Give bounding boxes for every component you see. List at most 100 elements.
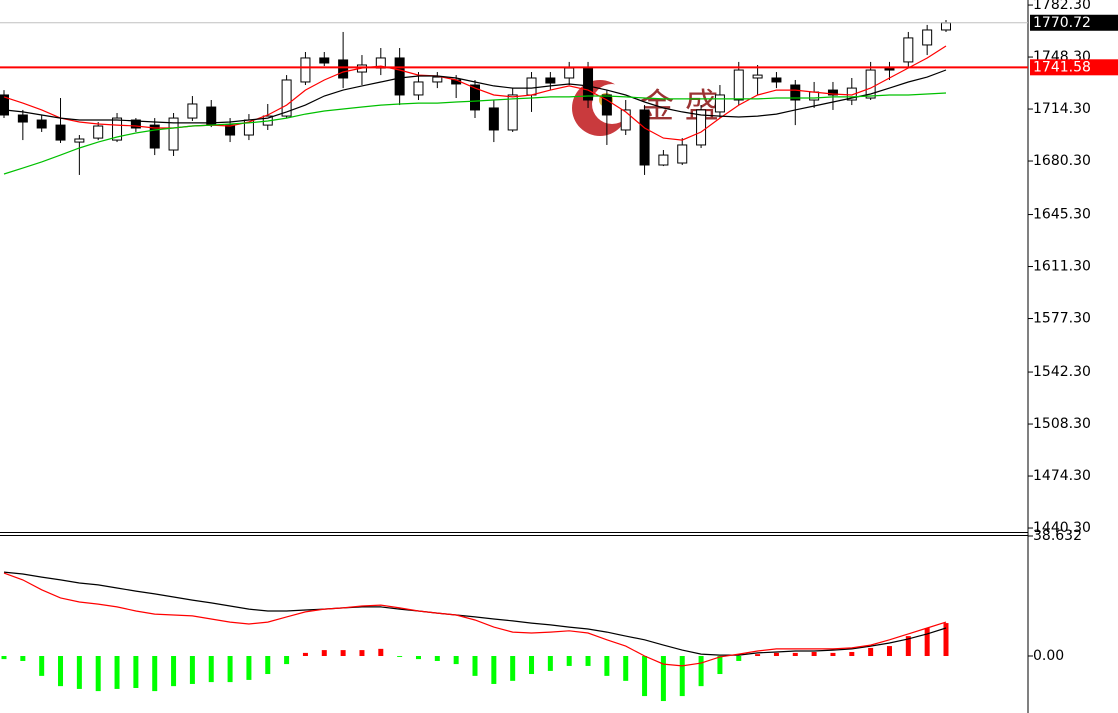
candle-body: [432, 76, 443, 83]
candle-body: [639, 109, 650, 166]
histogram-bar: [152, 656, 158, 692]
histogram-bar: [20, 656, 26, 661]
candle-body: [319, 57, 330, 64]
candle-body: [225, 124, 236, 136]
histogram-bar: [868, 647, 874, 657]
candle-body: [130, 119, 141, 129]
candle-body: [733, 69, 744, 101]
histogram-bar: [397, 656, 403, 657]
candle-body: [300, 57, 311, 83]
histogram-bar: [529, 656, 535, 675]
candle-body: [74, 138, 85, 143]
level-box: [1030, 59, 1118, 76]
histogram-bar: [189, 656, 195, 684]
histogram-bar: [679, 656, 685, 697]
histogram-bar: [321, 650, 327, 657]
histogram-bar: [378, 648, 384, 657]
candle-body: [846, 87, 857, 101]
candle-body: [903, 37, 914, 63]
last-price-box: [1030, 14, 1118, 31]
histogram-bar: [792, 652, 798, 657]
histogram-bar: [1, 656, 7, 660]
histogram-bar: [736, 656, 742, 661]
histogram-bar: [698, 656, 704, 687]
histogram-bar: [849, 651, 855, 657]
candle-body: [168, 117, 179, 151]
candle-body: [545, 77, 556, 84]
candle-body: [17, 114, 28, 123]
indicator-line: [3, 92, 947, 175]
candle-body: [281, 79, 292, 117]
candle-body: [93, 125, 104, 139]
candle-body: [413, 81, 424, 96]
histogram-bar: [566, 656, 572, 666]
y-tick-label: 1611.30: [1033, 259, 1091, 275]
histogram-bar: [133, 656, 139, 688]
histogram-bar: [415, 656, 421, 660]
histogram-bar: [284, 656, 290, 665]
candle-body: [112, 117, 123, 141]
histogram-bar: [208, 656, 214, 683]
histogram-bar: [924, 628, 930, 657]
candle-body: [752, 74, 763, 79]
histogram-bar: [943, 623, 949, 657]
candle-body: [714, 94, 725, 113]
candle-body: [526, 77, 537, 96]
y-tick-label: 1440.30: [1033, 520, 1091, 536]
histogram-bar: [886, 646, 892, 657]
y-tick-label: 0.00: [1033, 648, 1064, 664]
candle-body: [809, 91, 820, 101]
candle-body: [771, 77, 782, 83]
y-tick-label: 1782.30: [1033, 0, 1091, 13]
histogram-bar: [114, 656, 120, 689]
candle-body: [470, 84, 480, 111]
histogram-bar: [660, 656, 666, 702]
histogram-bar: [472, 656, 478, 676]
candle-body: [187, 103, 198, 119]
y-tick-label: 38.632: [1033, 528, 1082, 544]
candle-body: [658, 154, 669, 166]
y-tick-label: 1542.30: [1033, 364, 1091, 380]
histogram-bar: [95, 656, 101, 692]
y-tick-label: 1645.30: [1033, 207, 1091, 223]
watermark-text: 金 盛: [640, 87, 719, 127]
histogram-bar: [453, 656, 459, 665]
candle-body: [922, 29, 933, 46]
last-price-label: 1770.72: [1033, 15, 1091, 31]
candle-body: [865, 69, 876, 99]
candle-body: [601, 94, 612, 116]
candle-body: [696, 109, 707, 146]
histogram-bar: [623, 656, 629, 681]
histogram-bar: [58, 656, 64, 687]
histogram-bar: [359, 650, 365, 657]
y-tick-label: 1714.30: [1033, 101, 1091, 117]
candle-body: [488, 107, 499, 131]
histogram-bar: [227, 656, 233, 683]
histogram-bar: [773, 652, 779, 657]
histogram-bar: [491, 656, 497, 684]
y-tick-label: 1508.30: [1033, 416, 1091, 432]
histogram-bar: [811, 651, 817, 657]
y-tick-label: 1577.30: [1033, 311, 1091, 327]
level-label: 1741.58: [1033, 59, 1091, 75]
candle-body: [394, 57, 405, 96]
candle-body: [36, 119, 47, 129]
candle-body: [583, 67, 594, 101]
candle-body: [507, 94, 518, 131]
candle-body: [149, 124, 160, 149]
histogram-bar: [547, 656, 553, 671]
histogram-bar: [265, 656, 271, 675]
histogram-bar: [642, 656, 648, 697]
histogram-bar: [717, 656, 723, 675]
histogram-bar: [434, 656, 440, 661]
histogram-bar: [755, 654, 761, 657]
candle-body: [620, 109, 631, 131]
histogram-bar: [76, 656, 82, 689]
histogram-bar: [246, 656, 252, 680]
candle-body: [55, 124, 66, 141]
candle-body: [790, 84, 801, 101]
histogram-bar: [302, 652, 308, 657]
histogram-bar: [171, 656, 177, 687]
